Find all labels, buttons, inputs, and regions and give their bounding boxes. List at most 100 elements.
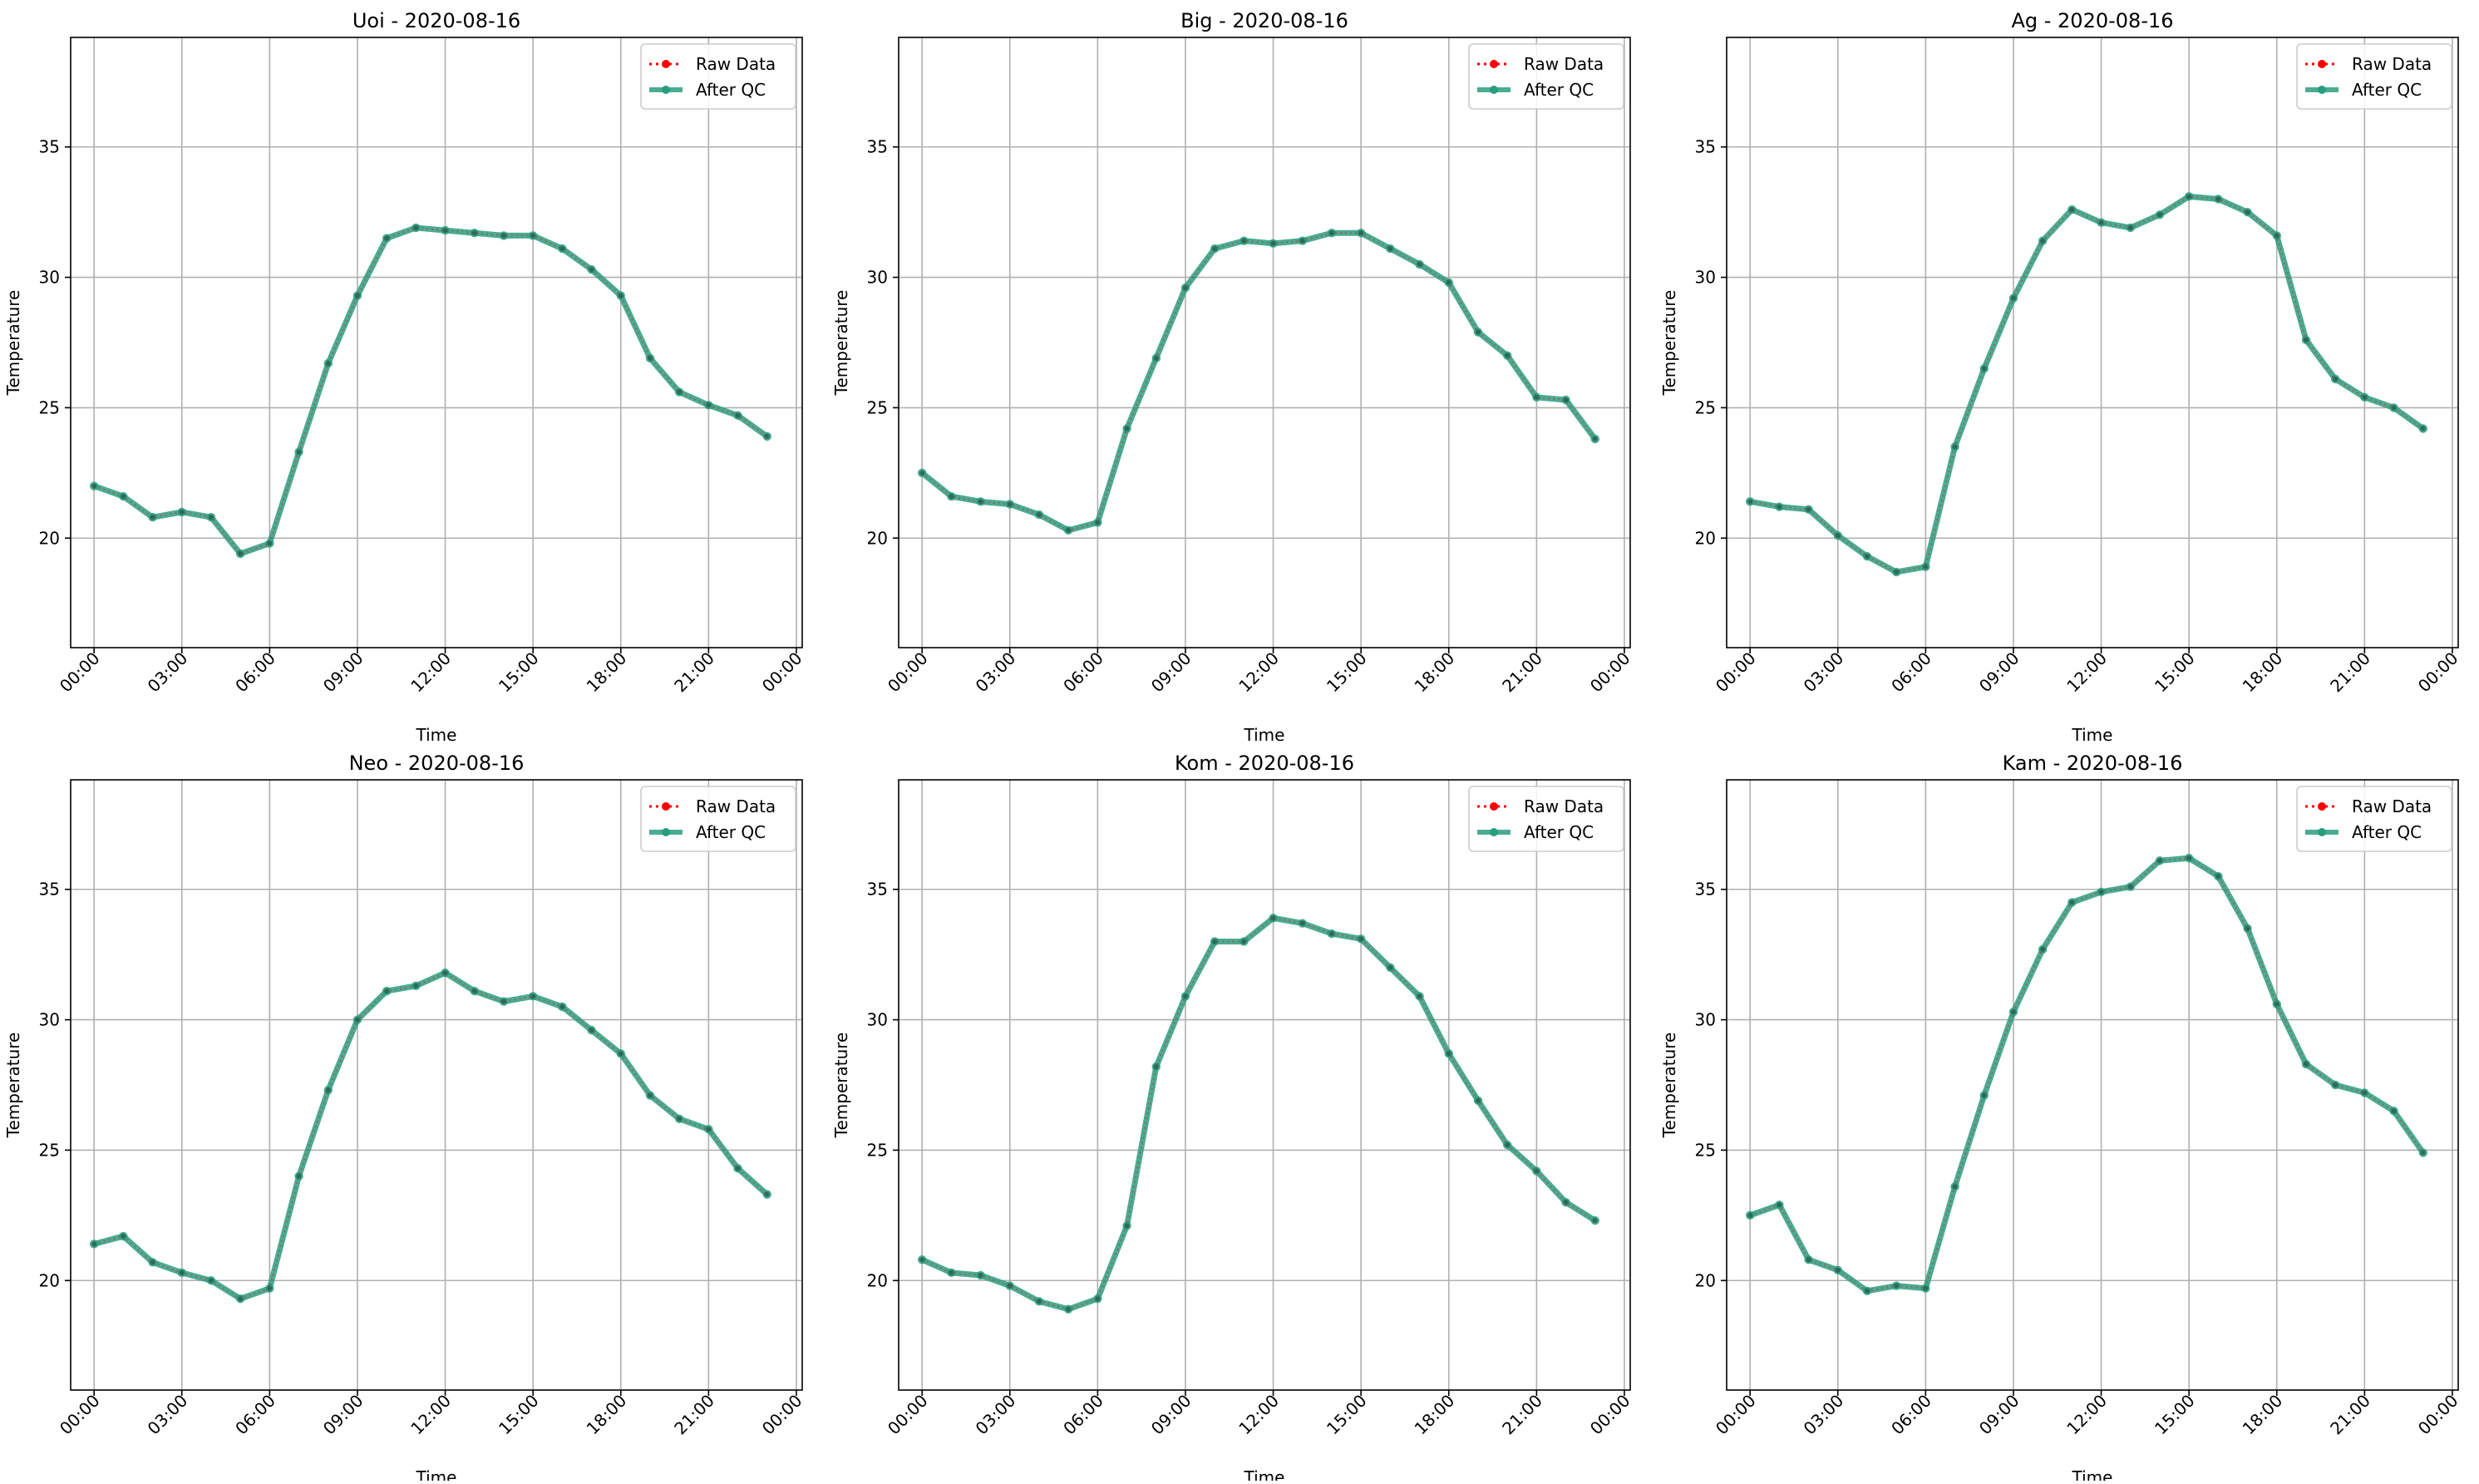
point-raw-data <box>2127 884 2133 890</box>
point-raw-data <box>1446 279 1451 285</box>
x-tick-label: 06:00 <box>231 1391 279 1439</box>
point-raw-data <box>1475 1097 1481 1103</box>
point-raw-data <box>1563 397 1569 403</box>
series-line-raw-data <box>1749 195 2424 574</box>
y-tick-label: 30 <box>867 268 888 288</box>
x-tick-label: 00:00 <box>1586 648 1634 697</box>
series-line-after-qc <box>919 229 1598 534</box>
x-tick-label: 03:00 <box>1800 1391 1848 1439</box>
point-raw-data <box>1241 238 1247 244</box>
legend-marker-raw-data <box>1490 60 1498 68</box>
point-raw-data <box>150 515 155 520</box>
point-raw-data <box>1036 512 1042 518</box>
point-raw-data <box>559 246 565 252</box>
point-raw-data <box>2156 212 2162 218</box>
point-raw-data <box>413 224 419 230</box>
y-tick-label: 25 <box>867 397 888 417</box>
y-tick-label: 25 <box>39 1140 60 1160</box>
x-tick-label: 06:00 <box>231 648 279 697</box>
grid <box>71 780 802 1390</box>
point-raw-data <box>1241 939 1247 944</box>
point-raw-data <box>706 402 712 408</box>
point-raw-data <box>1894 569 1900 575</box>
plot-frame <box>70 37 803 648</box>
point-raw-data <box>559 1003 565 1009</box>
point-raw-data <box>1534 394 1540 400</box>
point-raw-data <box>677 1116 683 1122</box>
point-raw-data <box>1505 353 1511 358</box>
plot-frame <box>898 779 1631 1391</box>
point-raw-data <box>1328 931 1334 937</box>
point-raw-data <box>1563 1200 1569 1205</box>
point-raw-data <box>647 355 653 361</box>
x-tick-label: 21:00 <box>1498 1391 1546 1439</box>
x-tick-label: 09:00 <box>1147 648 1195 697</box>
legend-marker-after-qc <box>2318 86 2326 94</box>
point-raw-data <box>1007 501 1013 507</box>
point-raw-data <box>2303 1061 2309 1067</box>
chart-title: Kom - 2020-08-16 <box>1175 752 1354 775</box>
point-raw-data <box>1007 1283 1013 1289</box>
grid <box>1727 37 2458 648</box>
point-raw-data <box>618 293 623 298</box>
point-raw-data <box>2333 376 2339 382</box>
legend: Raw Data After QC <box>1468 43 1624 110</box>
point-raw-data <box>1981 366 1987 372</box>
series-line-after-qc <box>920 915 1597 1313</box>
y-axis-label: Temperature <box>3 290 23 397</box>
point-raw-data <box>1475 329 1481 335</box>
point-raw-data <box>1212 246 1218 252</box>
legend-label-after-qc: After QC <box>696 822 766 842</box>
x-axis-label: Time <box>2072 1467 2113 1481</box>
series-line-raw-data <box>921 232 1596 532</box>
x-tick-label: 09:00 <box>1147 1391 1195 1439</box>
point-raw-data <box>1505 1142 1511 1148</box>
y-tick-label: 20 <box>39 1270 60 1290</box>
point-raw-data <box>500 998 506 1004</box>
x-tick-label: 21:00 <box>2326 1391 2374 1439</box>
point-raw-data <box>1270 240 1276 246</box>
point-raw-data <box>1592 1218 1598 1224</box>
x-tick-label: 12:00 <box>407 1391 455 1439</box>
x-tick-label: 21:00 <box>1498 648 1546 697</box>
x-tick-label: 09:00 <box>1975 1391 2023 1439</box>
series-line-raw-data <box>93 226 768 555</box>
point-raw-data <box>1864 554 1870 560</box>
point-raw-data <box>2274 1001 2279 1007</box>
y-axis-label: Temperature <box>1659 290 1679 397</box>
y-tick-label: 25 <box>867 1140 888 1160</box>
point-raw-data <box>354 1017 360 1023</box>
x-tick-label: 18:00 <box>583 1391 631 1439</box>
point-raw-data <box>1446 1051 1451 1057</box>
point-raw-data <box>2333 1082 2339 1087</box>
point-raw-data <box>442 970 448 976</box>
point-raw-data <box>2215 874 2221 880</box>
point-raw-data <box>413 983 419 989</box>
point-raw-data <box>1952 1184 1958 1190</box>
x-tick-label: 00:00 <box>2414 648 2462 697</box>
legend-label-after-qc: After QC <box>1524 822 1594 842</box>
x-tick-label: 21:00 <box>670 1391 718 1439</box>
subplot-2: 20 25 30 35 00:00 03:00 06:00 09:00 12:00 15:00 18… <box>831 9 1634 745</box>
point-raw-data <box>150 1260 155 1265</box>
point-raw-data <box>442 228 448 234</box>
point-raw-data <box>735 1166 741 1171</box>
legend: Raw Data After QC <box>2296 786 2452 852</box>
point-raw-data <box>2040 946 2046 952</box>
point-raw-data <box>2186 194 2192 200</box>
point-raw-data <box>764 1191 770 1197</box>
point-raw-data <box>2420 426 2426 431</box>
y-tick-label: 25 <box>1695 397 1716 417</box>
point-raw-data <box>354 293 360 298</box>
x-tick-label: 21:00 <box>2326 648 2374 697</box>
x-tick-label: 03:00 <box>972 648 1020 697</box>
chart-title: Uoi - 2020-08-16 <box>352 9 520 32</box>
point-raw-data <box>384 235 390 241</box>
subplot-6: 20 25 30 35 00:00 03:00 06:00 09:00 12:00 15:00 18… <box>1659 752 2462 1484</box>
point-raw-data <box>949 494 954 500</box>
point-raw-data <box>1777 1202 1782 1208</box>
point-raw-data <box>121 1233 126 1239</box>
y-tick-label: 35 <box>867 137 888 157</box>
x-tick-label: 00:00 <box>758 1391 806 1439</box>
